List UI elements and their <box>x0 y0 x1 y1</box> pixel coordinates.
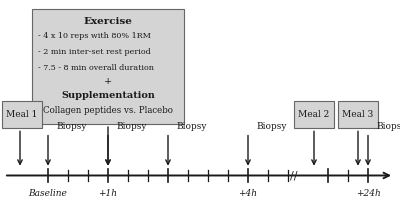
Text: +1h: +1h <box>98 189 118 198</box>
Text: //: // <box>290 171 298 180</box>
Text: +4h: +4h <box>238 189 258 198</box>
Text: - 4 x 10 reps with 80% 1RM: - 4 x 10 reps with 80% 1RM <box>38 32 151 40</box>
Text: - 7.5 - 8 min overall duration: - 7.5 - 8 min overall duration <box>38 64 154 72</box>
FancyBboxPatch shape <box>32 9 184 124</box>
FancyBboxPatch shape <box>294 101 334 128</box>
Text: Collagen peptides vs. Placebo: Collagen peptides vs. Placebo <box>43 106 173 115</box>
Text: - 2 min inter-set rest period: - 2 min inter-set rest period <box>38 48 151 56</box>
Text: Biopsy: Biopsy <box>116 122 146 131</box>
FancyBboxPatch shape <box>338 101 378 128</box>
Text: Supplementation: Supplementation <box>61 91 155 100</box>
Text: Biopsy: Biopsy <box>256 122 286 131</box>
Text: Biopsy: Biopsy <box>176 122 206 131</box>
Text: Biopsy: Biopsy <box>56 122 86 131</box>
Text: Biopsy: Biopsy <box>376 122 400 131</box>
Text: +24h: +24h <box>356 189 380 198</box>
FancyBboxPatch shape <box>2 101 42 128</box>
Text: Meal 2: Meal 2 <box>298 110 330 119</box>
Text: Meal 3: Meal 3 <box>342 110 374 119</box>
Text: Baseline: Baseline <box>28 189 68 198</box>
Text: +: + <box>104 77 112 86</box>
Text: Meal 1: Meal 1 <box>6 110 38 119</box>
Text: Exercise: Exercise <box>84 17 132 26</box>
